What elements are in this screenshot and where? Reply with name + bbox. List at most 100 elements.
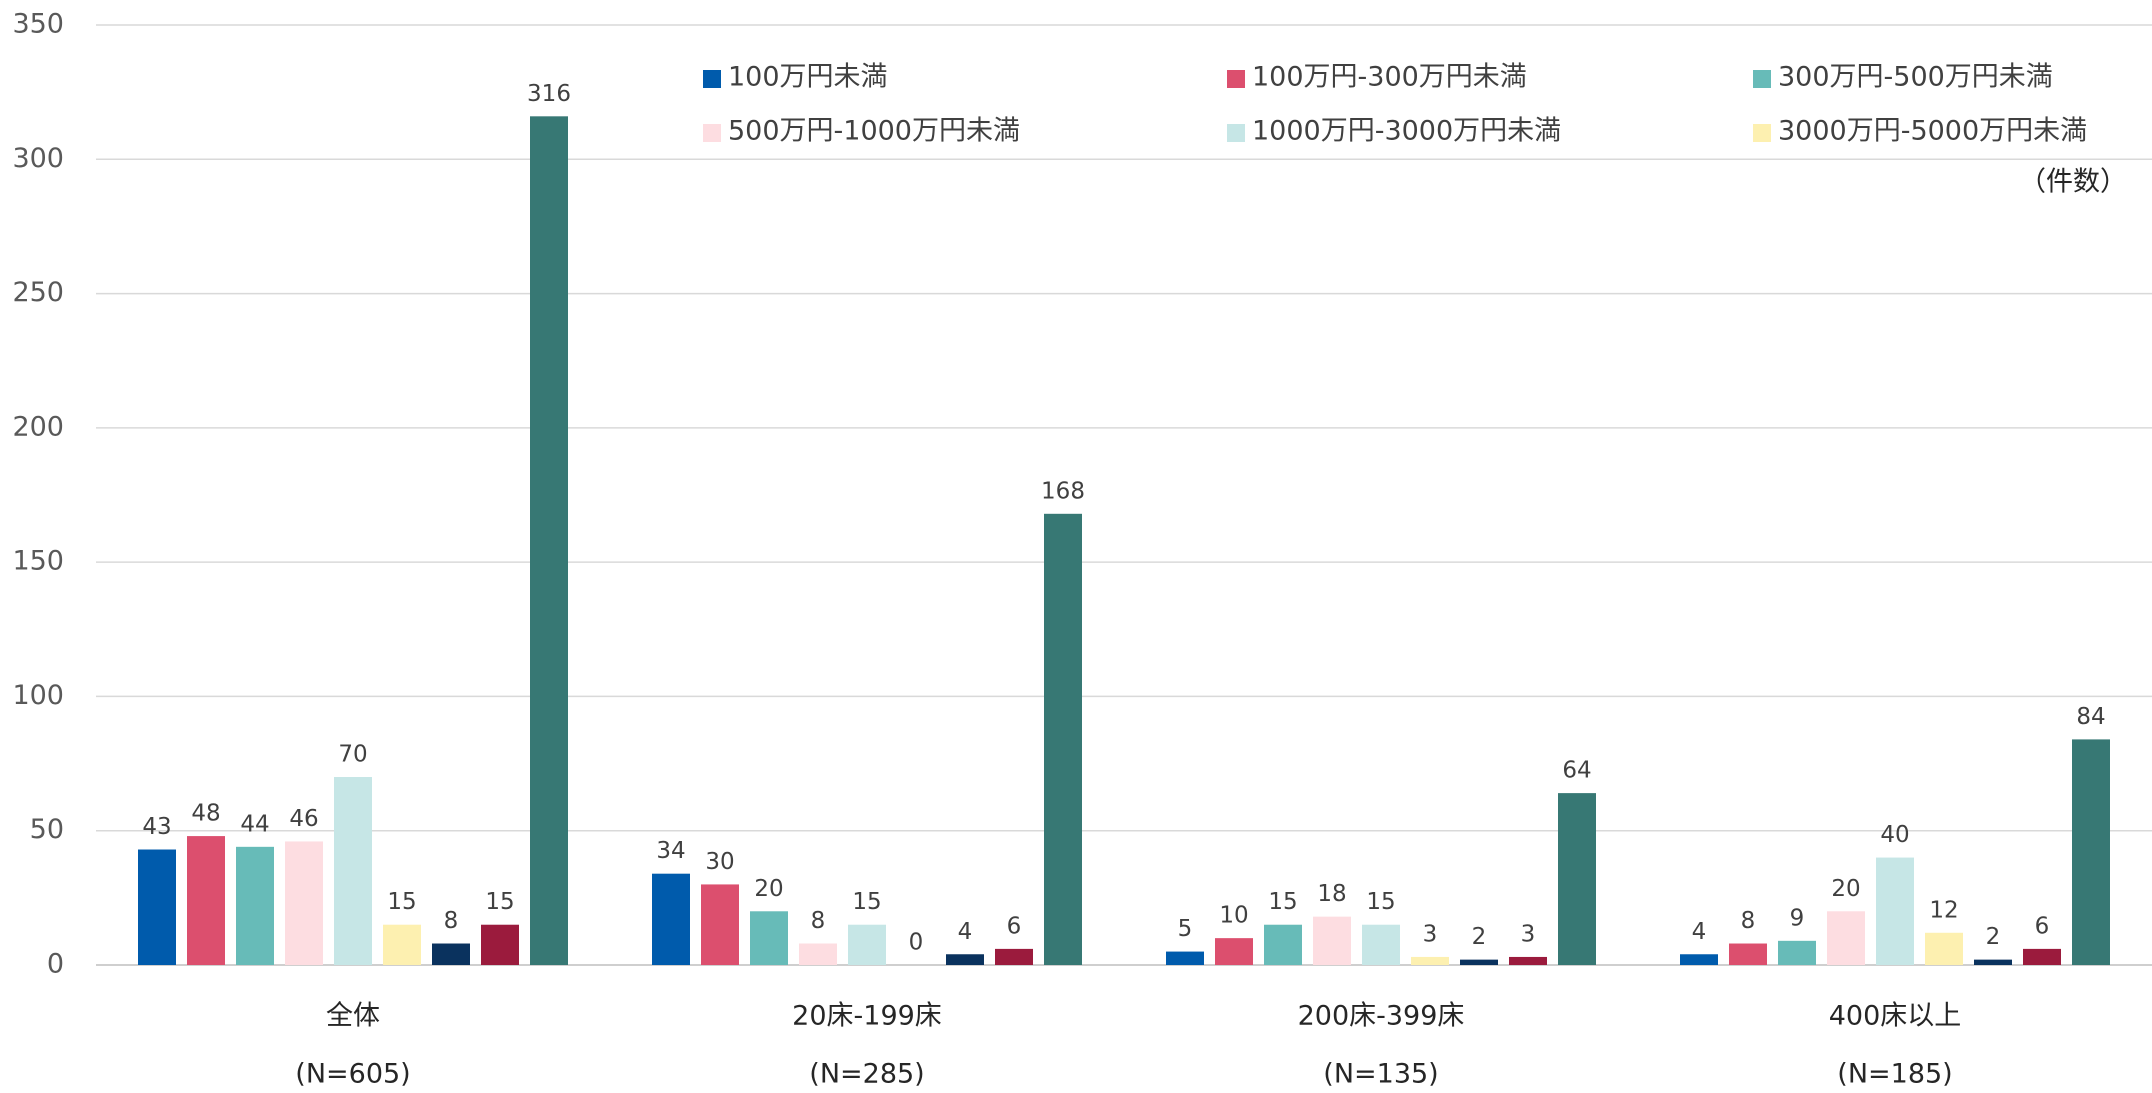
bar xyxy=(1166,951,1204,965)
bar xyxy=(1264,924,1302,965)
data-label: 8 xyxy=(444,908,459,934)
bar xyxy=(1827,911,1865,965)
data-label: 46 xyxy=(289,806,318,832)
data-label: 5 xyxy=(1178,916,1193,942)
bar xyxy=(138,849,176,965)
y-tick-label: 50 xyxy=(30,814,64,845)
y-tick-label: 0 xyxy=(47,949,64,980)
bar xyxy=(1876,857,1914,965)
bar xyxy=(1974,959,2012,965)
bar xyxy=(2023,948,2061,965)
bar xyxy=(1680,954,1718,965)
bar xyxy=(1460,959,1498,965)
bar xyxy=(334,777,372,965)
data-label: 15 xyxy=(485,889,514,915)
data-label: 4 xyxy=(1692,919,1707,945)
bar xyxy=(481,924,519,965)
data-label: 12 xyxy=(1929,897,1958,923)
x-tick-note: (N=605) xyxy=(295,1059,410,1090)
legend-label: 300万円-500万円未満 xyxy=(1778,62,2053,93)
data-label: 84 xyxy=(2076,704,2105,730)
x-tick-label: 20床-199床 xyxy=(792,1001,942,1032)
data-label: 44 xyxy=(240,811,269,837)
data-label: 4 xyxy=(958,919,973,945)
y-tick-label: 200 xyxy=(12,411,64,442)
data-label: 15 xyxy=(387,889,416,915)
legend-swatch xyxy=(1753,124,1771,142)
bar xyxy=(187,836,225,965)
bar xyxy=(383,924,421,965)
y-tick-label: 300 xyxy=(12,143,64,174)
data-label: 2 xyxy=(1472,924,1487,950)
legend-label: 100万円-300万円未満 xyxy=(1252,62,1527,93)
x-tick-label: 全体 xyxy=(326,1001,380,1032)
data-label: 40 xyxy=(1880,822,1909,848)
bar xyxy=(1729,943,1767,965)
bar xyxy=(236,846,274,965)
data-label: 10 xyxy=(1219,903,1248,929)
unit-label: （件数） xyxy=(2019,167,2127,198)
legend-label: 500万円-1000万円未満 xyxy=(728,116,1020,147)
bar xyxy=(995,948,1033,965)
legend-label: 1000万円-3000万円未満 xyxy=(1252,116,1561,147)
data-label: 70 xyxy=(338,742,367,768)
bar xyxy=(652,873,690,965)
bar xyxy=(946,954,984,965)
bar xyxy=(848,924,886,965)
y-tick-label: 350 xyxy=(12,9,64,40)
legend-swatch xyxy=(703,70,721,88)
bar xyxy=(530,116,568,966)
y-tick-label: 250 xyxy=(12,277,64,308)
data-label: 18 xyxy=(1317,881,1346,907)
data-label: 20 xyxy=(754,876,783,902)
bar xyxy=(799,943,837,965)
data-label: 0 xyxy=(909,930,924,956)
bar xyxy=(2072,739,2110,965)
bar xyxy=(1044,513,1082,965)
legend-swatch xyxy=(1227,124,1245,142)
x-tick-note: (N=185) xyxy=(1837,1059,1952,1090)
bar xyxy=(1411,956,1449,965)
x-tick-note: (N=135) xyxy=(1323,1059,1438,1090)
legend-swatch xyxy=(703,124,721,142)
data-label: 8 xyxy=(1741,908,1756,934)
y-tick-label: 100 xyxy=(12,680,64,711)
data-label: 316 xyxy=(527,81,571,107)
data-label: 15 xyxy=(852,889,881,915)
data-label: 168 xyxy=(1041,478,1085,504)
legend-label: 3000万円-5000万円未満 xyxy=(1778,116,2087,147)
bar xyxy=(1509,956,1547,965)
data-label: 6 xyxy=(2035,913,2050,939)
bar xyxy=(1925,932,1963,965)
legend-label: 100万円未満 xyxy=(728,62,888,93)
x-tick-label: 400床以上 xyxy=(1829,1001,1962,1032)
bar xyxy=(432,943,470,965)
bar xyxy=(1362,924,1400,965)
data-label: 3 xyxy=(1521,921,1536,947)
data-label: 30 xyxy=(705,849,734,875)
data-label: 15 xyxy=(1268,889,1297,915)
data-label: 6 xyxy=(1007,913,1022,939)
x-tick-label: 200床-399床 xyxy=(1298,1001,1465,1032)
y-tick-label: 150 xyxy=(12,546,64,577)
legend-swatch xyxy=(1227,70,1245,88)
bar xyxy=(1313,916,1351,965)
bar xyxy=(1215,938,1253,965)
bar xyxy=(285,841,323,965)
data-label: 20 xyxy=(1831,876,1860,902)
data-label: 48 xyxy=(191,801,220,827)
data-label: 15 xyxy=(1366,889,1395,915)
bar xyxy=(1778,940,1816,965)
data-label: 43 xyxy=(142,814,171,840)
x-tick-note: (N=285) xyxy=(809,1059,924,1090)
data-label: 9 xyxy=(1790,905,1805,931)
data-label: 3 xyxy=(1423,921,1438,947)
data-label: 8 xyxy=(811,908,826,934)
bar xyxy=(701,884,739,965)
data-label: 2 xyxy=(1986,924,2001,950)
bar xyxy=(750,911,788,965)
legend-swatch xyxy=(1753,70,1771,88)
data-label: 34 xyxy=(656,838,685,864)
data-label: 64 xyxy=(1562,758,1591,784)
